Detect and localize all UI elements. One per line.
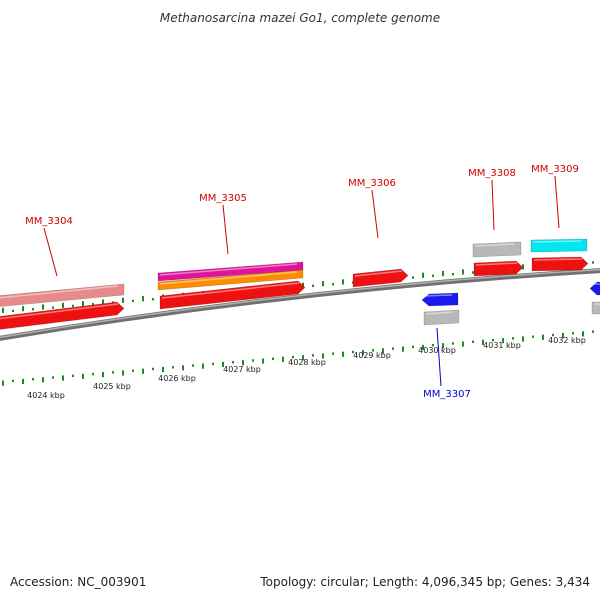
feature-mm3307-grey-band[interactable]	[423, 309, 460, 326]
feature-mm3308-cds-shape	[473, 260, 524, 277]
feature-mm3305-cds[interactable]	[159, 280, 306, 310]
feature-mm3308-cds-highlight	[475, 262, 518, 266]
feature-mm3305-orange-band-shape	[157, 269, 304, 291]
genome-backbone	[0, 268, 600, 341]
feature-edge-blue-shape	[589, 281, 600, 296]
accession-text: Accession: NC_003901	[10, 575, 146, 589]
gene-label-mm3306[interactable]: MM_3306	[348, 178, 396, 189]
map-title: Methanosarcina mazei Go1, complete genom…	[160, 11, 440, 25]
feature-mm3307-grey-band-highlight	[425, 311, 454, 315]
gene-label-mm3307[interactable]: MM_3307	[423, 389, 471, 400]
feature-edge-grey[interactable]	[591, 301, 600, 315]
kbp-tick-label: 4027 kbp	[223, 365, 261, 374]
feature-mm3304-pink-band-highlight	[0, 285, 119, 299]
feature-mm3304-cds[interactable]	[0, 301, 125, 330]
feature-mm3308-grey-band[interactable]	[472, 241, 522, 258]
feature-mm3308-grey-band-highlight	[474, 243, 516, 247]
kbp-tick-label: 4024 kbp	[27, 391, 65, 400]
feature-edge-blue[interactable]	[589, 281, 600, 296]
feature-mm3308-grey-band-shape	[472, 241, 522, 258]
feature-mm3307-cds-shape	[421, 292, 459, 307]
kbp-tick-label: 4031 kbp	[483, 341, 521, 350]
gene-labels: MM_3304 MM_3305 MM_3306 MM_3307 MM_3308 MM_33…	[25, 164, 579, 400]
leader-line-mm3306	[371, 189, 379, 239]
gene-label-mm3305[interactable]: MM_3305	[199, 193, 247, 204]
feature-mm3309-cyan-band[interactable]	[530, 238, 588, 253]
kbp-tick-label: 4026 kbp	[158, 374, 196, 383]
gene-label-mm3309[interactable]: MM_3309	[531, 164, 579, 175]
feature-edge-grey-shape	[591, 301, 600, 315]
feature-mm3305-cds-shape	[159, 280, 306, 310]
feature-mm3305-orange-band-highlight	[159, 271, 298, 285]
feature-mm3304-cds-highlight	[0, 303, 119, 320]
leader-line-mm3307	[436, 327, 442, 387]
feature-mm3306-cds-highlight	[354, 270, 403, 277]
kbp-scale-labels: 4024 kbp 4025 kbp 4026 kbp 4027 kbp 4028 kbp…	[27, 336, 586, 400]
feature-mm3309-cds[interactable]	[531, 256, 589, 272]
gene-label-mm3308[interactable]: MM_3308	[468, 168, 516, 179]
kbp-tick-label: 4029 kbp	[353, 351, 391, 360]
feature-mm3309-cyan-band-shape	[530, 238, 588, 253]
feature-mm3307-cds-highlight	[423, 294, 453, 297]
leader-line-mm3305	[222, 204, 229, 255]
feature-mm3305-magenta-band-highlight	[159, 263, 298, 276]
leader-line-mm3304	[43, 227, 58, 277]
feature-mm3307-grey-band-shape	[423, 309, 460, 326]
feature-mm3306-cds-shape	[352, 268, 409, 288]
kbp-tick-label: 4025 kbp	[93, 382, 131, 391]
feature-mm3309-cds-highlight	[533, 258, 583, 261]
genome-summary-text: Topology: circular; Length: 4,096,345 bp…	[259, 575, 590, 589]
gene-features	[0, 238, 600, 330]
feature-mm3304-cds-shape	[0, 301, 125, 330]
leader-line-mm3308	[491, 179, 495, 231]
inner-tick-ring	[2, 330, 594, 386]
kbp-tick-label: 4028 kbp	[288, 358, 326, 367]
feature-mm3304-pink-band-shape	[0, 283, 125, 307]
feature-mm3306-cds[interactable]	[352, 268, 409, 288]
leader-line-mm3309	[554, 175, 560, 229]
feature-mm3309-cds-shape	[531, 256, 589, 272]
feature-mm3305-cds-highlight	[161, 282, 300, 299]
feature-mm3309-cyan-band-highlight	[532, 240, 582, 243]
feature-mm3307-cds[interactable]	[421, 292, 459, 307]
kbp-tick-label: 4030 kbp	[418, 346, 456, 355]
feature-mm3305-orange-band[interactable]	[157, 269, 304, 291]
gene-label-mm3304[interactable]: MM_3304	[25, 216, 73, 227]
genome-backbone-highlight	[0, 268, 600, 339]
kbp-tick-label: 4032 kbp	[548, 336, 586, 345]
feature-mm3308-cds[interactable]	[473, 260, 524, 277]
feature-mm3304-pink-band[interactable]	[0, 283, 125, 307]
